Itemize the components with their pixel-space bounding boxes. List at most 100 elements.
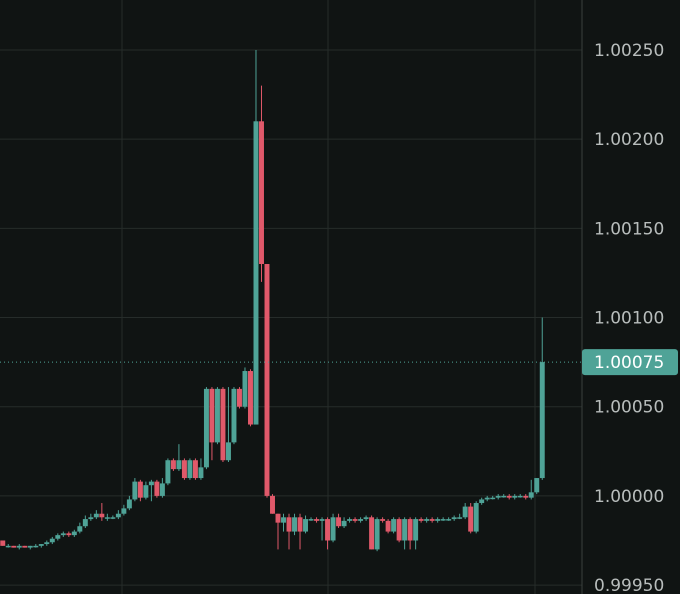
candle-body-62 [341, 520, 347, 527]
candle-body-29 [159, 483, 165, 496]
candle-body-35 [192, 460, 198, 479]
candle-body-2 [11, 545, 17, 548]
candle-body-67 [369, 517, 375, 550]
candle-58 [319, 517, 325, 541]
candle-body-7 [38, 544, 44, 546]
candle-88 [484, 495, 490, 502]
candle-61 [336, 513, 342, 528]
candle-body-27 [148, 481, 154, 486]
candle-body-48 [264, 264, 270, 496]
candle-60 [330, 513, 336, 543]
candle-13 [71, 529, 77, 537]
price-axis[interactable]: 1.00250 1.00200 1.00150 1.00100 1.00050 1.000… [594, 41, 664, 594]
candle-22 [121, 504, 127, 516]
candle-body-59 [325, 519, 331, 541]
candle-95 [523, 494, 529, 500]
candle-24 [132, 478, 138, 502]
candle-body-10 [55, 535, 61, 539]
candle-body-50 [275, 513, 281, 523]
candle-92 [506, 494, 512, 500]
candle-body-0 [0, 540, 6, 546]
candle-body-96 [528, 492, 534, 498]
candle-96 [528, 479, 534, 500]
candle-72 [396, 517, 402, 543]
candle-78 [429, 517, 435, 523]
candle-body-44 [242, 371, 248, 407]
candle-body-76 [418, 519, 424, 521]
candle-body-22 [121, 508, 127, 514]
candle-3 [16, 544, 22, 550]
candle-body-33 [181, 460, 187, 479]
candle-2 [11, 545, 17, 548]
candle-body-42 [231, 388, 237, 443]
candle-91 [501, 494, 507, 498]
candle-93 [512, 494, 518, 500]
candle-body-6 [33, 545, 39, 548]
candle-1 [5, 544, 11, 548]
current-price-badge [582, 349, 678, 376]
candle-body-16 [88, 517, 94, 520]
candles [0, 49, 545, 552]
candle-body-41 [225, 442, 231, 461]
candle-30 [165, 458, 171, 486]
candle-6 [33, 544, 39, 548]
candle-body-11 [60, 533, 66, 536]
current-price-label: 1.00075 [594, 353, 664, 373]
candle-98 [539, 317, 545, 480]
candle-body-54 [297, 517, 303, 532]
candle-77 [424, 517, 430, 523]
candle-body-30 [165, 460, 171, 484]
candle-21 [115, 510, 121, 520]
candle-82 [451, 515, 457, 521]
candle-16 [88, 513, 94, 521]
candle-body-47 [259, 121, 264, 264]
y-tick-label: 1.00200 [594, 130, 664, 150]
candle-94 [517, 494, 523, 498]
candle-71 [391, 517, 397, 534]
candle-body-85 [468, 506, 474, 532]
candle-80 [440, 517, 446, 521]
candle-body-89 [490, 497, 496, 500]
candle-body-64 [352, 519, 358, 521]
candle-body-34 [187, 460, 193, 479]
candle-body-97 [534, 478, 540, 493]
candle-56 [308, 517, 314, 521]
candle-body-65 [358, 519, 364, 521]
candle-36 [198, 458, 204, 480]
candle-81 [446, 517, 452, 521]
current-price-marker: 1.00075 [0, 349, 678, 376]
candle-67 [369, 515, 375, 550]
candle-body-80 [440, 519, 446, 521]
candle-body-18 [99, 513, 105, 518]
candle-body-86 [473, 503, 479, 532]
candle-53 [292, 513, 297, 536]
candle-body-13 [71, 531, 77, 536]
y-tick-label: 1.00250 [594, 41, 664, 61]
candle-12 [66, 531, 72, 537]
candle-49 [270, 494, 275, 514]
candle-20 [110, 515, 116, 520]
y-tick-label: 0.99950 [594, 576, 664, 594]
candle-68 [374, 517, 380, 552]
candle-body-57 [314, 519, 320, 521]
candle-body-92 [506, 495, 512, 498]
candle-37 [203, 387, 209, 470]
candle-body-17 [93, 513, 99, 518]
candle-48 [264, 264, 270, 498]
candle-body-20 [110, 517, 116, 519]
candle-28 [154, 479, 160, 498]
candle-body-14 [77, 526, 83, 532]
candle-14 [77, 522, 83, 534]
candle-19 [104, 513, 110, 521]
candle-39 [214, 387, 220, 445]
candle-body-15 [82, 519, 88, 527]
candle-41 [225, 387, 231, 462]
candle-body-24 [132, 481, 138, 500]
candle-body-93 [512, 495, 518, 498]
candle-body-94 [517, 495, 523, 498]
candle-body-36 [198, 467, 204, 479]
candle-44 [242, 367, 248, 409]
y-tick-label: 1.00050 [594, 398, 664, 418]
